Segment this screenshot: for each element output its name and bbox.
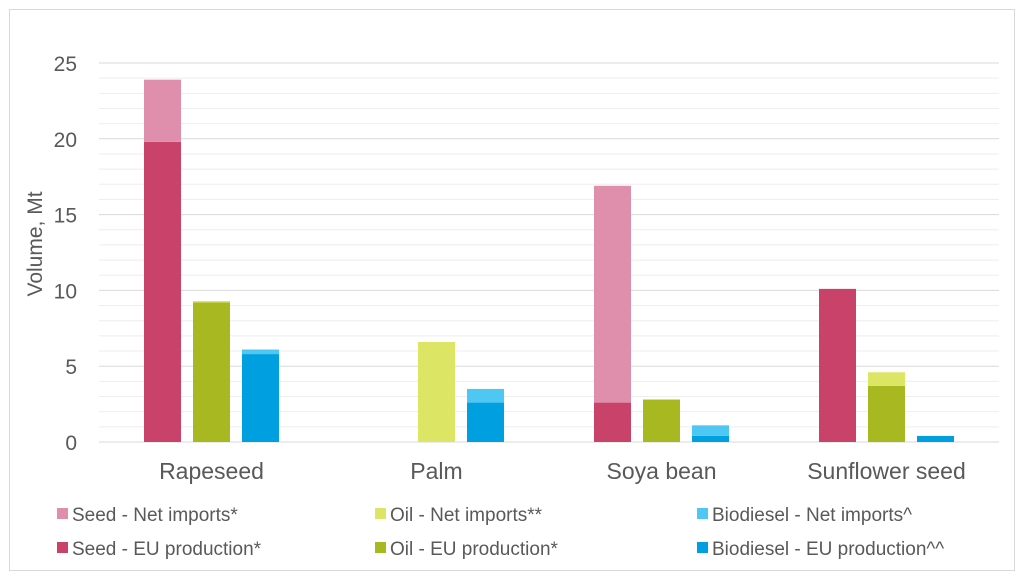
category-label: Palm xyxy=(410,458,462,484)
legend-item: Seed - Net imports* xyxy=(57,505,238,526)
gridlines xyxy=(99,62,999,443)
bar-segment xyxy=(144,79,181,142)
bar-segment xyxy=(193,301,230,303)
category-label: Sunflower seed xyxy=(807,458,966,484)
bar-segment xyxy=(692,425,729,436)
legend-label: Biodiesel - Net imports^ xyxy=(712,505,912,526)
legend: Seed - Net imports* Oil - Net imports** Bi… xyxy=(57,505,944,560)
legend-swatch xyxy=(697,508,708,519)
bar-segment xyxy=(418,341,455,442)
bar-segment xyxy=(868,372,905,386)
legend-label: Seed - Net imports* xyxy=(72,505,238,526)
legend-item: Oil - Net imports** xyxy=(375,505,543,526)
bar-segment xyxy=(868,385,905,442)
y-tick-label: 20 xyxy=(54,129,77,152)
legend-item: Oil - EU production* xyxy=(375,539,559,560)
legend-item: Seed - EU production* xyxy=(57,539,262,560)
legend-label: Seed - EU production* xyxy=(72,539,262,560)
legend-label: Oil - Net imports** xyxy=(390,505,543,526)
bar-segment xyxy=(242,349,279,355)
bar-segment xyxy=(643,399,680,442)
category-labels: Rapeseed Palm Soya bean Sunflower seed xyxy=(159,458,966,484)
legend-label: Oil - EU production* xyxy=(390,539,559,560)
y-tick-label: 10 xyxy=(54,280,77,303)
y-axis-title: Volume, Mt xyxy=(24,191,47,296)
legend-swatch xyxy=(375,508,386,519)
bar-segment xyxy=(144,141,181,442)
bar-segment xyxy=(692,435,729,442)
bar-segment xyxy=(467,388,504,403)
y-tick-label: 25 xyxy=(54,53,77,76)
bar-segment xyxy=(819,288,856,442)
y-tick-label: 0 xyxy=(65,432,77,455)
legend-swatch xyxy=(57,508,68,519)
bar-segment xyxy=(594,185,631,403)
legend-swatch xyxy=(697,542,708,553)
y-tick-label: 5 xyxy=(65,356,77,379)
bar-segment xyxy=(917,435,954,442)
bar-segment xyxy=(467,402,504,442)
legend-swatch xyxy=(375,542,386,553)
bar-segment xyxy=(242,354,279,442)
category-label: Rapeseed xyxy=(159,458,264,484)
y-tick-labels: 0 5 10 15 20 25 xyxy=(54,53,77,455)
bars xyxy=(144,79,954,442)
bar-segment xyxy=(193,302,230,442)
y-tick-label: 15 xyxy=(54,205,77,228)
legend-item: Biodiesel - Net imports^ xyxy=(697,505,912,526)
legend-swatch xyxy=(57,542,68,553)
legend-label: Biodiesel - EU production^^ xyxy=(712,539,944,560)
bar-segment xyxy=(594,402,631,442)
category-label: Soya bean xyxy=(607,458,717,484)
legend-item: Biodiesel - EU production^^ xyxy=(697,539,944,560)
